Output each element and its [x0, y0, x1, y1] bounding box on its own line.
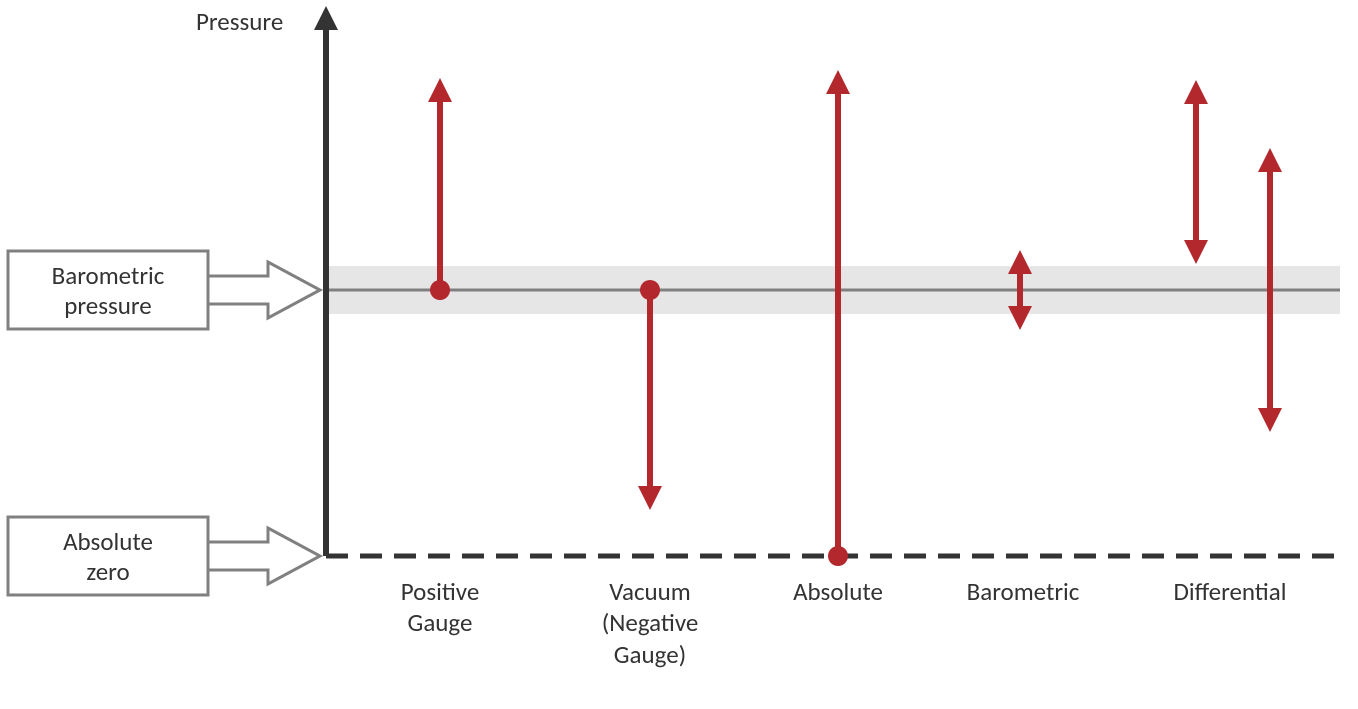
- xlabel-absolute: Absolute: [768, 576, 908, 607]
- svg-text:zero: zero: [86, 556, 129, 587]
- xlabel-text: Gauge: [408, 607, 473, 638]
- xlabel-text: (Negative: [602, 607, 699, 638]
- xlabel-text: Barometric: [967, 576, 1080, 607]
- xlabel-text: Vacuum: [609, 576, 691, 607]
- callout-arrow-absolute-zero: [208, 528, 320, 584]
- svg-text:Absolute: Absolute: [63, 526, 153, 557]
- y-axis-label: Pressure: [196, 6, 283, 37]
- xlabel-differential: Differential: [1150, 576, 1310, 607]
- svg-text:Barometric: Barometric: [52, 260, 165, 291]
- xlabel-barometric: Barometric: [948, 576, 1098, 607]
- xlabel-text: Absolute: [793, 576, 883, 607]
- xlabel-positive-gauge: Positive Gauge: [370, 576, 510, 639]
- xlabel-vacuum: Vacuum (Negative Gauge): [570, 576, 730, 670]
- svg-text:pressure: pressure: [64, 290, 151, 321]
- xlabel-text: Differential: [1174, 576, 1287, 607]
- xlabel-text: Gauge): [614, 639, 686, 670]
- xlabel-text: Positive: [401, 576, 480, 607]
- callout-arrow-barometric: [208, 262, 320, 318]
